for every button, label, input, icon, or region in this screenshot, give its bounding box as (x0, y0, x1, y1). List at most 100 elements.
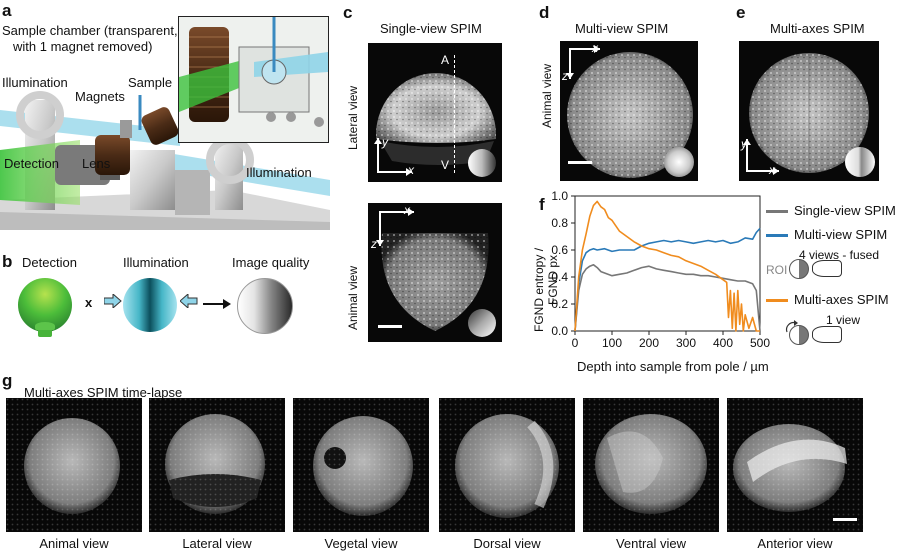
c-quality-inset-2 (468, 309, 496, 337)
illumination-right-label: Illumination (246, 165, 312, 180)
right-arrow-icon (179, 292, 198, 313)
panel-g-label: g (2, 371, 13, 390)
c-lateral-view-label: Lateral view (346, 85, 360, 150)
legend-swatch-single (766, 210, 788, 213)
panel-c-label: c (343, 3, 353, 22)
panel-d-label: d (539, 3, 550, 22)
c-title: Single-view SPIM (380, 21, 482, 36)
long-arrow-icon (203, 296, 231, 314)
panel-b-label: b (2, 252, 13, 271)
roi-sphere-icon (789, 259, 809, 279)
rotation-sphere-icon (789, 325, 809, 345)
timelapse-image-anterior-view (727, 398, 863, 532)
four-views-label: 4 views - fused (799, 248, 880, 262)
legend-swatch-multiaxes (766, 299, 788, 302)
objective-icon-1 (812, 260, 842, 277)
d-scale-bar (568, 161, 592, 164)
f-chart-svg: 0 100 200 300 400 500 0.0 0.2 0.4 0.6 0.8 1.0 (551, 189, 770, 350)
x-tick-label: 300 (676, 336, 696, 350)
legend-multiaxes-label: Multi-axes SPIM (794, 292, 889, 307)
b-detection-label: Detection (22, 255, 77, 270)
timelapse-label: Animal view (39, 536, 109, 551)
timelapse-image-ventral-view (583, 398, 719, 532)
sample-label: Sample (128, 75, 173, 90)
g-title: Multi-axes SPIM time-lapse (24, 385, 183, 400)
legend-multiview-label: Multi-view SPIM (794, 227, 888, 242)
c-axis-y-label: y (382, 135, 388, 149)
series-line-multi-axes-spim (574, 200, 760, 332)
timelapse-image-vegetal-view (293, 398, 429, 532)
series-line-single-view-spim (574, 264, 761, 332)
one-view-label: 1 view (826, 313, 861, 327)
timelapse-image-animal-view (6, 398, 142, 532)
d-title: Multi-view SPIM (575, 21, 669, 36)
chamber-caption-2: with 1 magnet removed) (13, 39, 153, 54)
c-axis2-x-label: x (404, 203, 410, 217)
x-tick-label: 100 (602, 336, 622, 350)
roi-label: ROI (766, 263, 788, 277)
c-axis-V-label: V (441, 158, 450, 172)
y-tick-label: 0.2 (551, 297, 568, 311)
y-tick-label: 0.4 (551, 270, 568, 284)
legend-single-label: Single-view SPIM (794, 203, 896, 218)
chamber-caption-1: Sample chamber (transparent, (2, 23, 178, 38)
c-axis-A-label: A (441, 53, 450, 67)
c-animal-image: x z (368, 203, 502, 342)
objective-icon-2 (812, 326, 842, 343)
detection-objective-icon (38, 328, 52, 337)
x-tick-label: 200 (639, 336, 659, 350)
illumination-left-label: Illumination (2, 75, 68, 90)
illumination-sphere (123, 278, 177, 332)
y-tick-label: 1.0 (551, 189, 568, 203)
f-chart: 0 100 200 300 400 500 0.0 0.2 0.4 0.6 0.8 1.0 (530, 186, 890, 376)
e-axis-x-label: x (769, 163, 775, 177)
times-symbol: x (85, 295, 93, 310)
setup-illustration (0, 0, 330, 230)
f-xlabel: Depth into sample from pole / µm (577, 359, 769, 374)
g-scale-bar (833, 518, 857, 521)
f-ylabel-2: FGND px (546, 254, 560, 305)
timelapse-image-lateral-view (149, 398, 285, 532)
d-quality-inset (664, 147, 694, 177)
timelapse-label: Ventral view (615, 536, 687, 551)
chamber-inset (178, 16, 329, 143)
c-quality-inset-1 (468, 149, 496, 177)
detection-label: Detection (4, 156, 59, 171)
b-image-quality-label: Image quality (232, 255, 310, 270)
plot-frame (574, 195, 761, 332)
c-animal-view-label: Animal view (346, 265, 360, 330)
d-animal-view-label: Animal view (540, 63, 554, 128)
e-image: y x (739, 41, 879, 181)
c-ap-axis (454, 55, 455, 173)
timelapse-label: Dorsal view (473, 536, 541, 551)
e-title: Multi-axes SPIM (770, 21, 865, 36)
e-axis-y-label: y (741, 137, 747, 151)
detection-objective-base (35, 322, 55, 330)
magnets-label: Magnets (75, 89, 125, 104)
d-axis-x-label: x (592, 41, 598, 55)
left-arrow-icon (103, 292, 122, 313)
timelapse-label: Anterior view (757, 536, 833, 551)
panel-e-label: e (736, 3, 746, 22)
y-tick-label: 0.8 (551, 216, 568, 230)
d-axis-z-label: z (562, 69, 568, 83)
timelapse-label: Lateral view (182, 536, 252, 551)
image-quality-sphere (237, 278, 293, 334)
rotation-arrow-icon (784, 320, 800, 341)
x-tick-label: 0 (572, 336, 579, 350)
x-tick-label: 400 (713, 336, 733, 350)
y-tick-label: 0.0 (551, 324, 568, 338)
c-scale-bar (378, 325, 402, 328)
timelapse-image-dorsal-view (439, 398, 575, 532)
c-lateral-image: A V y x (368, 43, 502, 182)
c-axis2-z-label: z (371, 237, 377, 251)
panel-f-label: f (539, 195, 545, 214)
timelapse-label: Vegetal view (324, 536, 398, 551)
b-illumination-label: Illumination (123, 255, 189, 270)
d-animal-image: x z (560, 41, 698, 181)
x-tick-label: 500 (750, 336, 770, 350)
legend-swatch-multiview (766, 234, 788, 237)
series-line-multi-view-spim (574, 227, 761, 332)
y-tick-label: 0.6 (551, 243, 568, 257)
c-axis-x-label: x (408, 163, 414, 177)
